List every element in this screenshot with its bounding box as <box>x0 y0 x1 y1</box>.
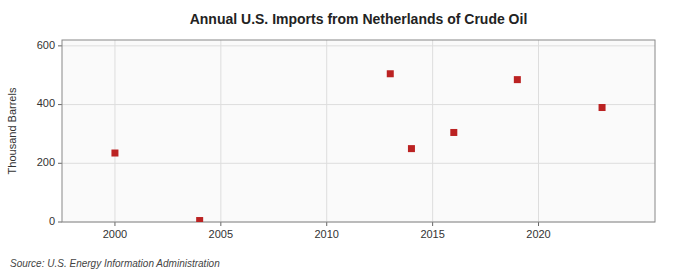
y-tick <box>58 163 62 164</box>
y-tick <box>58 104 62 105</box>
title: Annual U.S. Imports from Netherlands of … <box>190 11 528 27</box>
x-tick <box>538 222 539 226</box>
grid <box>62 40 655 222</box>
x-tick-label: 2010 <box>314 228 338 240</box>
y-tick-label: 0 <box>49 215 55 227</box>
y-tick <box>58 222 62 223</box>
y-grid-line <box>62 104 655 105</box>
point <box>111 150 118 157</box>
x-grid-line <box>114 40 115 222</box>
plot-frame <box>62 40 655 222</box>
chart-container: 0 200 400 600 2000 2005 2010 2015 2020 Annual U.S… <box>0 0 675 275</box>
x-tick-label: 2005 <box>209 228 233 240</box>
x-grid-line <box>326 40 327 222</box>
y-tick-label: 200 <box>37 156 55 168</box>
ticks: 0 200 400 600 2000 2005 2010 2015 2020 <box>37 39 551 240</box>
chart-svg: 0 200 400 600 2000 2005 2010 2015 2020 Annual U.S… <box>0 0 675 275</box>
plot-background <box>62 40 655 222</box>
y-tick-label: 400 <box>37 97 55 109</box>
x-tick <box>114 222 115 226</box>
point <box>196 217 203 222</box>
x-tick <box>326 222 327 226</box>
point <box>599 104 606 111</box>
point <box>450 129 457 136</box>
y-tick-label: 600 <box>37 39 55 51</box>
y-tick <box>58 45 62 46</box>
x-tick-label: 2020 <box>526 228 550 240</box>
x-grid-line <box>220 40 221 222</box>
y-axis-label: Thousand Barrels <box>6 87 18 174</box>
point <box>408 145 415 152</box>
x-tick <box>220 222 221 226</box>
x-grid-line <box>538 40 539 222</box>
x-tick-label: 2000 <box>103 228 127 240</box>
point <box>387 70 394 77</box>
y-grid-line <box>62 45 655 46</box>
x-tick <box>432 222 433 226</box>
point <box>514 76 521 83</box>
x-tick-label: 2015 <box>420 228 444 240</box>
points <box>111 70 605 222</box>
y-grid-line <box>62 163 655 164</box>
x-grid-line <box>432 40 433 222</box>
source-note: Source: U.S. Energy Information Administ… <box>10 258 220 269</box>
